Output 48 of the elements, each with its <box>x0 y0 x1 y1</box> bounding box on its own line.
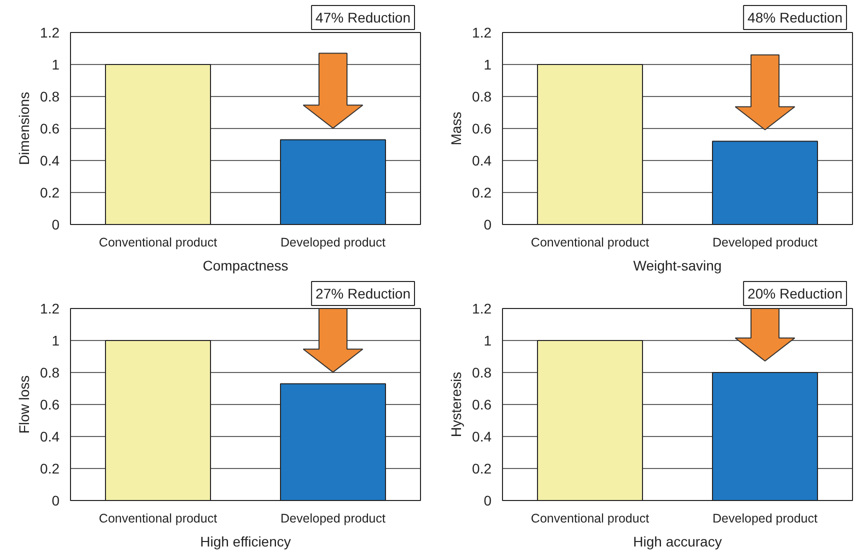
y-tick-label: 0 <box>52 492 60 508</box>
x-axis-title: Compactness <box>202 258 288 274</box>
y-tick-label: 0.8 <box>472 88 492 104</box>
y-tick-label: 0.4 <box>40 428 60 444</box>
text: 27% Reduction <box>316 286 410 302</box>
y-tick-label: 0.8 <box>40 88 60 104</box>
y-axis-title: Hysteresis <box>448 372 464 438</box>
x-axis-title: High efficiency <box>200 534 291 550</box>
x-tick-label: Developed product <box>712 236 818 250</box>
y-tick-label: 0.2 <box>40 460 60 476</box>
text: 48% Reduction <box>748 10 842 26</box>
y-tick-label: 1.2 <box>472 24 492 40</box>
y-tick-label: 0.6 <box>472 396 492 412</box>
y-tick-label: 1.2 <box>40 300 60 316</box>
y-tick-label: 1 <box>484 56 492 72</box>
x-tick-label: Conventional product <box>98 512 218 526</box>
y-tick-label: 1.2 <box>472 300 492 316</box>
x-axis-title: High accuracy <box>633 534 722 550</box>
y-tick-label: 1.2 <box>40 24 60 40</box>
y-tick-label: 0.6 <box>40 396 60 412</box>
y-tick-label: 0 <box>52 216 60 232</box>
x-tick-label: Developed product <box>280 236 386 250</box>
y-tick-label: 0 <box>484 492 492 508</box>
y-tick-label: 1 <box>52 332 60 348</box>
x-tick-label: Conventional product <box>530 512 650 526</box>
y-tick-label: 1 <box>52 56 60 72</box>
y-tick-label: 0.4 <box>472 152 492 168</box>
text: 47% Reduction <box>316 10 410 26</box>
y-tick-label: 0.8 <box>472 364 492 380</box>
y-tick-label: 0.4 <box>472 428 492 444</box>
text: 20% Reduction <box>748 286 842 302</box>
x-tick-label: Conventional product <box>98 236 218 250</box>
y-tick-label: 0.2 <box>472 460 492 476</box>
y-axis-title: Dimensions <box>16 92 32 166</box>
y-tick-label: 0.2 <box>472 184 492 200</box>
y-tick-label: 0 <box>484 216 492 232</box>
y-tick-label: 0.8 <box>40 364 60 380</box>
y-axis-title: Flow loss <box>16 375 32 434</box>
y-axis-title: Mass <box>448 112 464 146</box>
y-tick-label: 1 <box>484 332 492 348</box>
y-tick-label: 0.6 <box>472 120 492 136</box>
x-tick-label: Developed product <box>280 512 386 526</box>
x-tick-label: Conventional product <box>530 236 650 250</box>
x-axis-title: Weight-saving <box>633 258 722 274</box>
y-tick-label: 0.2 <box>40 184 60 200</box>
y-tick-label: 0.6 <box>40 120 60 136</box>
x-tick-label: Developed product <box>712 512 818 526</box>
y-tick-label: 0.4 <box>40 152 60 168</box>
